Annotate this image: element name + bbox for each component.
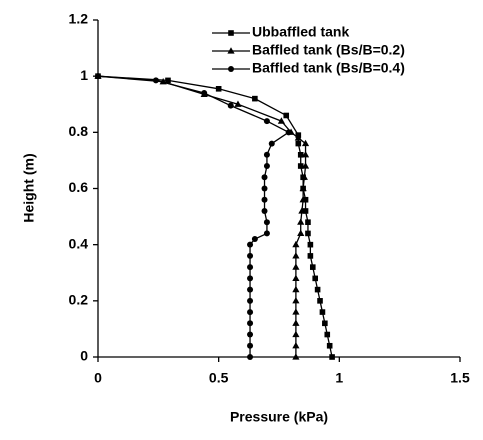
series-line bbox=[97, 75, 307, 357]
marker bbox=[312, 275, 318, 282]
legend-label: Baffled tank (Bs/B=0.2) bbox=[252, 42, 405, 58]
marker bbox=[297, 152, 304, 158]
x-tick-label: 1.5 bbox=[450, 370, 470, 386]
y-axis-label: Height (m) bbox=[21, 153, 37, 222]
marker bbox=[283, 112, 290, 119]
marker bbox=[247, 264, 254, 271]
marker bbox=[329, 354, 335, 360]
marker bbox=[300, 173, 308, 180]
marker bbox=[247, 286, 254, 293]
marker bbox=[314, 286, 321, 293]
marker bbox=[324, 331, 331, 338]
marker bbox=[307, 253, 314, 259]
marker bbox=[302, 208, 309, 214]
marker bbox=[298, 207, 306, 214]
marker bbox=[295, 140, 302, 147]
marker bbox=[165, 77, 171, 84]
marker bbox=[252, 95, 258, 102]
marker bbox=[285, 129, 292, 136]
y-tick-label: 0.4 bbox=[69, 235, 89, 251]
marker bbox=[247, 241, 254, 248]
marker bbox=[294, 134, 302, 141]
marker bbox=[251, 236, 258, 243]
x-axis-label: Pressure (kPa) bbox=[230, 409, 328, 425]
marker bbox=[234, 100, 242, 107]
marker bbox=[292, 285, 300, 293]
marker bbox=[152, 77, 159, 84]
marker bbox=[299, 195, 307, 203]
y-tick-label: 0 bbox=[80, 348, 88, 364]
legend-label: Baffled tank (Bs/B=0.4) bbox=[252, 60, 405, 76]
marker bbox=[292, 274, 300, 281]
marker bbox=[299, 184, 307, 192]
marker bbox=[292, 263, 300, 270]
marker bbox=[247, 252, 254, 259]
marker bbox=[297, 229, 305, 237]
marker bbox=[319, 309, 326, 315]
marker bbox=[305, 219, 311, 225]
y-tick-label: 1 bbox=[80, 67, 88, 83]
marker bbox=[247, 309, 254, 316]
y-tick-label: 0.8 bbox=[69, 123, 89, 139]
marker bbox=[301, 151, 310, 158]
marker bbox=[227, 102, 234, 109]
legend-label: Ubbaffled tank bbox=[252, 24, 349, 40]
marker bbox=[292, 240, 300, 248]
series-line bbox=[97, 75, 333, 358]
marker bbox=[309, 264, 316, 270]
marker bbox=[263, 118, 270, 125]
marker bbox=[302, 196, 309, 203]
marker bbox=[228, 66, 234, 72]
x-tick-label: 0 bbox=[94, 370, 102, 386]
marker bbox=[277, 117, 286, 124]
marker bbox=[261, 207, 268, 214]
marker bbox=[292, 353, 300, 360]
x-tick-label: 0.5 bbox=[209, 370, 229, 386]
series-line bbox=[97, 75, 290, 357]
marker bbox=[292, 297, 300, 304]
marker bbox=[228, 30, 234, 36]
marker bbox=[307, 241, 314, 248]
marker bbox=[263, 151, 270, 158]
marker bbox=[263, 219, 270, 226]
marker bbox=[247, 320, 254, 327]
y-tick-label: 0.2 bbox=[69, 292, 89, 308]
marker bbox=[247, 297, 254, 304]
marker bbox=[301, 162, 310, 169]
marker bbox=[263, 230, 270, 237]
marker bbox=[261, 185, 268, 192]
marker bbox=[247, 354, 254, 360]
marker bbox=[247, 331, 254, 338]
marker bbox=[227, 47, 235, 54]
marker bbox=[292, 252, 300, 259]
marker bbox=[261, 196, 268, 203]
marker bbox=[322, 320, 328, 327]
marker bbox=[305, 230, 311, 237]
marker bbox=[247, 342, 254, 349]
marker bbox=[326, 342, 333, 349]
marker bbox=[317, 298, 323, 304]
y-tick-label: 1.2 bbox=[69, 11, 89, 27]
marker bbox=[215, 86, 222, 92]
marker bbox=[292, 330, 300, 338]
marker bbox=[268, 140, 275, 147]
marker bbox=[292, 341, 300, 349]
y-tick-label: 0.6 bbox=[69, 179, 89, 195]
marker bbox=[301, 139, 310, 147]
x-tick-label: 1 bbox=[335, 370, 343, 386]
marker bbox=[297, 218, 305, 225]
marker bbox=[297, 163, 304, 169]
marker bbox=[292, 308, 300, 315]
marker bbox=[95, 73, 101, 80]
marker bbox=[247, 275, 254, 282]
marker bbox=[261, 174, 268, 181]
marker bbox=[263, 163, 270, 170]
marker bbox=[201, 90, 208, 97]
marker bbox=[292, 319, 300, 326]
